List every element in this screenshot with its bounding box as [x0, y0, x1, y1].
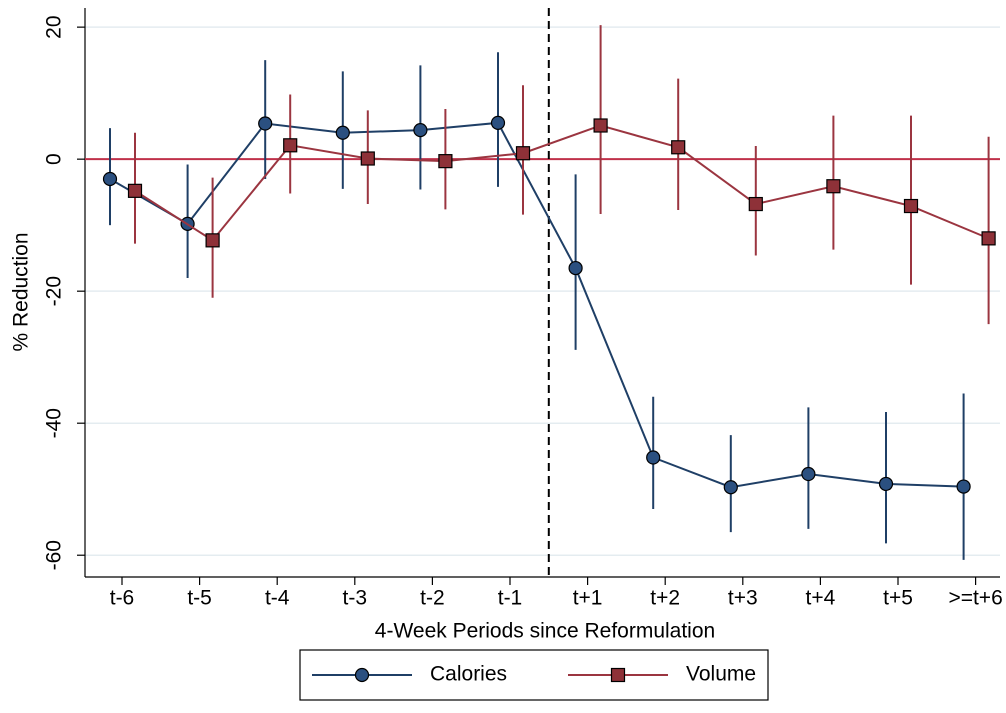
x-tick-label: t+3	[728, 587, 758, 610]
x-tick-label: t-1	[498, 587, 523, 610]
marker	[127, 183, 143, 198]
x-tick-label: t-2	[420, 587, 445, 610]
legend-label: Volume	[686, 663, 756, 686]
marker	[568, 260, 583, 276]
marker	[903, 198, 919, 214]
x-tick-label: t+4	[806, 587, 836, 610]
marker	[438, 154, 453, 169]
y-axis-label: % Reduction	[10, 232, 33, 351]
marker	[646, 450, 661, 465]
x-axis-label: 4-Week Periods since Reformulation	[375, 620, 715, 643]
x-tick-label: t-6	[110, 587, 135, 610]
series-line	[134, 124, 989, 242]
marker	[205, 233, 220, 248]
x-tick-label: t-4	[265, 587, 290, 610]
series-line	[109, 121, 964, 489]
marker	[335, 125, 350, 140]
marker	[671, 140, 686, 155]
marker	[748, 196, 763, 212]
marker	[360, 151, 375, 166]
legend-label: Calories	[430, 663, 507, 686]
y-tick-label: -20	[43, 276, 66, 306]
marker	[490, 115, 506, 130]
marker	[801, 466, 816, 482]
x-tick-label: t+5	[883, 587, 913, 610]
marker	[283, 138, 298, 153]
marker	[981, 231, 996, 246]
x-tick-label: t-5	[187, 587, 212, 610]
y-tick-label: -40	[43, 408, 66, 438]
marker	[826, 179, 841, 194]
x-tick-label: t+2	[650, 587, 680, 610]
y-tick-label: 0	[43, 153, 66, 165]
marker	[593, 118, 608, 133]
marker	[258, 116, 273, 131]
legend-box	[299, 649, 769, 701]
x-tick-label: t+1	[573, 587, 603, 610]
legend-marker	[610, 667, 626, 683]
marker	[515, 146, 531, 161]
y-tick-label: 20	[43, 15, 66, 38]
marker	[723, 480, 738, 495]
y-tick-label: -60	[43, 540, 66, 570]
x-tick-label: >=t+6	[948, 587, 1002, 610]
marker	[413, 123, 428, 138]
x-tick-label: t-3	[343, 587, 368, 610]
marker	[102, 171, 118, 187]
marker	[956, 479, 971, 494]
legend-marker	[354, 667, 370, 683]
marker	[878, 476, 894, 492]
